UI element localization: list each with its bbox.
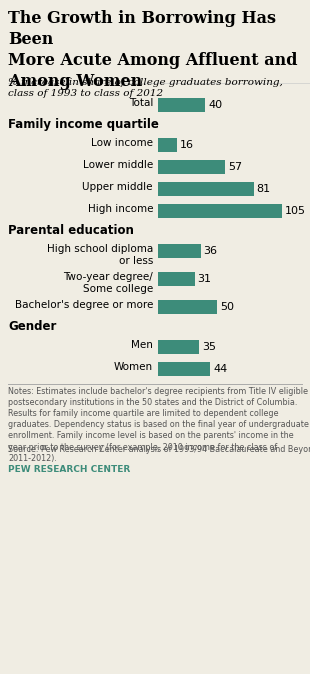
Bar xyxy=(158,244,201,258)
Text: Family income quartile: Family income quartile xyxy=(8,118,159,131)
Text: 36: 36 xyxy=(204,246,218,256)
Bar xyxy=(158,362,210,376)
Text: 31: 31 xyxy=(198,274,212,284)
Text: The Growth in Borrowing Has Been
More Acute Among Affluent and
Among Women: The Growth in Borrowing Has Been More Ac… xyxy=(8,10,298,90)
Text: PEW RESEARCH CENTER: PEW RESEARCH CENTER xyxy=(8,465,130,474)
Text: Two-year degree/
Some college: Two-year degree/ Some college xyxy=(63,272,153,294)
Text: Upper middle: Upper middle xyxy=(82,182,153,192)
Text: % increase in share of college graduates borrowing,
class of 1993 to class of 20: % increase in share of college graduates… xyxy=(8,78,283,98)
Bar xyxy=(158,300,217,314)
Text: Source: Pew Research Center analysis of 1993/94 Baccalaureate and Beyond and 201: Source: Pew Research Center analysis of … xyxy=(8,445,310,454)
Text: 81: 81 xyxy=(257,184,271,194)
Text: Men: Men xyxy=(131,340,153,350)
Bar xyxy=(158,182,254,196)
Bar xyxy=(158,98,205,112)
Text: 50: 50 xyxy=(220,302,234,312)
Text: Notes: Estimates include bachelor's degree recipients from Title IV eligible pos: Notes: Estimates include bachelor's degr… xyxy=(8,387,309,462)
Bar xyxy=(158,272,195,286)
Bar xyxy=(158,340,199,354)
Text: High income: High income xyxy=(87,204,153,214)
Text: Gender: Gender xyxy=(8,320,56,333)
Text: Total: Total xyxy=(129,98,153,108)
Bar xyxy=(158,138,177,152)
Text: Lower middle: Lower middle xyxy=(83,160,153,170)
Text: 16: 16 xyxy=(180,140,194,150)
Text: 105: 105 xyxy=(285,206,306,216)
Text: 57: 57 xyxy=(228,162,242,172)
Text: 44: 44 xyxy=(213,364,227,374)
Bar xyxy=(158,160,225,174)
Text: Parental education: Parental education xyxy=(8,224,134,237)
Bar xyxy=(158,204,282,218)
Text: Women: Women xyxy=(114,362,153,372)
Text: High school diploma
or less: High school diploma or less xyxy=(47,244,153,266)
Text: 40: 40 xyxy=(208,100,222,110)
Text: Bachelor's degree or more: Bachelor's degree or more xyxy=(15,300,153,310)
Text: Low income: Low income xyxy=(91,138,153,148)
Text: 35: 35 xyxy=(202,342,216,352)
